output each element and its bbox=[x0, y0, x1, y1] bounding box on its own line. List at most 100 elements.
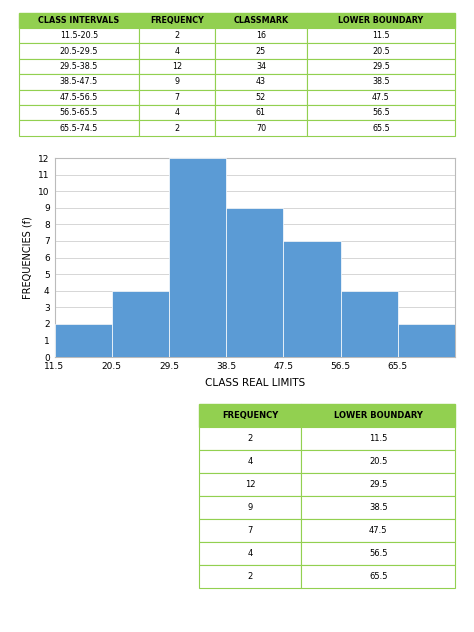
FancyBboxPatch shape bbox=[139, 105, 215, 121]
Bar bbox=[398, 324, 455, 357]
Text: 47.5: 47.5 bbox=[372, 93, 390, 102]
FancyBboxPatch shape bbox=[199, 542, 301, 565]
FancyBboxPatch shape bbox=[199, 565, 301, 588]
Text: 12: 12 bbox=[245, 480, 255, 489]
FancyBboxPatch shape bbox=[215, 105, 307, 121]
FancyBboxPatch shape bbox=[301, 542, 455, 565]
Text: 52: 52 bbox=[256, 93, 266, 102]
Text: 29.5: 29.5 bbox=[369, 480, 387, 489]
FancyBboxPatch shape bbox=[301, 404, 455, 427]
FancyBboxPatch shape bbox=[19, 59, 139, 75]
FancyBboxPatch shape bbox=[139, 90, 215, 105]
FancyBboxPatch shape bbox=[199, 404, 301, 427]
FancyBboxPatch shape bbox=[199, 519, 301, 542]
Text: 20.5: 20.5 bbox=[372, 47, 390, 56]
FancyBboxPatch shape bbox=[307, 105, 455, 121]
Bar bbox=[169, 158, 226, 357]
Text: 11.5-20.5: 11.5-20.5 bbox=[60, 31, 98, 40]
Text: 34: 34 bbox=[256, 62, 266, 71]
Text: 12: 12 bbox=[172, 62, 182, 71]
Text: 4: 4 bbox=[174, 108, 180, 118]
Text: 2: 2 bbox=[247, 572, 253, 581]
Text: 7: 7 bbox=[174, 93, 180, 102]
Text: LOWER BOUNDARY: LOWER BOUNDARY bbox=[334, 411, 423, 420]
FancyBboxPatch shape bbox=[139, 121, 215, 136]
Bar bbox=[55, 324, 112, 357]
FancyBboxPatch shape bbox=[307, 13, 455, 28]
Text: 65.5: 65.5 bbox=[372, 124, 390, 133]
Text: 65.5-74.5: 65.5-74.5 bbox=[60, 124, 98, 133]
Text: 29.5: 29.5 bbox=[372, 62, 390, 71]
FancyBboxPatch shape bbox=[301, 496, 455, 519]
Text: 47.5: 47.5 bbox=[369, 526, 388, 535]
X-axis label: CLASS REAL LIMITS: CLASS REAL LIMITS bbox=[205, 378, 305, 388]
Text: 16: 16 bbox=[256, 31, 266, 40]
FancyBboxPatch shape bbox=[139, 13, 215, 28]
FancyBboxPatch shape bbox=[19, 44, 139, 59]
Text: 9: 9 bbox=[247, 503, 253, 512]
FancyBboxPatch shape bbox=[139, 75, 215, 90]
FancyBboxPatch shape bbox=[301, 427, 455, 450]
FancyBboxPatch shape bbox=[139, 59, 215, 75]
Text: 20.5-29.5: 20.5-29.5 bbox=[60, 47, 98, 56]
Bar bbox=[112, 291, 169, 357]
FancyBboxPatch shape bbox=[307, 121, 455, 136]
FancyBboxPatch shape bbox=[19, 90, 139, 105]
Text: 11.5: 11.5 bbox=[372, 31, 390, 40]
Text: 4: 4 bbox=[247, 458, 253, 466]
FancyBboxPatch shape bbox=[199, 496, 301, 519]
Text: 4: 4 bbox=[247, 549, 253, 558]
Text: 4: 4 bbox=[174, 47, 180, 56]
FancyBboxPatch shape bbox=[215, 121, 307, 136]
FancyBboxPatch shape bbox=[307, 75, 455, 90]
FancyBboxPatch shape bbox=[215, 28, 307, 44]
Text: 29.5-38.5: 29.5-38.5 bbox=[60, 62, 98, 71]
Text: 56.5-65.5: 56.5-65.5 bbox=[60, 108, 98, 118]
FancyBboxPatch shape bbox=[199, 473, 301, 496]
FancyBboxPatch shape bbox=[199, 427, 301, 450]
FancyBboxPatch shape bbox=[215, 13, 307, 28]
Text: 25: 25 bbox=[256, 47, 266, 56]
Text: 56.5: 56.5 bbox=[369, 549, 388, 558]
Y-axis label: FREQUENCIES (f): FREQUENCIES (f) bbox=[23, 216, 33, 299]
Text: 2: 2 bbox=[174, 31, 180, 40]
Text: 56.5: 56.5 bbox=[372, 108, 390, 118]
FancyBboxPatch shape bbox=[19, 121, 139, 136]
Text: 65.5: 65.5 bbox=[369, 572, 388, 581]
FancyBboxPatch shape bbox=[307, 44, 455, 59]
Text: 9: 9 bbox=[174, 78, 180, 87]
Text: 20.5: 20.5 bbox=[369, 458, 387, 466]
Text: 47.5-56.5: 47.5-56.5 bbox=[60, 93, 98, 102]
Bar bbox=[226, 208, 283, 357]
FancyBboxPatch shape bbox=[301, 565, 455, 588]
Text: 7: 7 bbox=[247, 526, 253, 535]
FancyBboxPatch shape bbox=[215, 90, 307, 105]
Text: 38.5: 38.5 bbox=[369, 503, 388, 512]
FancyBboxPatch shape bbox=[215, 44, 307, 59]
FancyBboxPatch shape bbox=[215, 59, 307, 75]
Bar bbox=[341, 291, 398, 357]
FancyBboxPatch shape bbox=[215, 75, 307, 90]
Text: 2: 2 bbox=[247, 434, 253, 443]
FancyBboxPatch shape bbox=[199, 450, 301, 473]
FancyBboxPatch shape bbox=[301, 519, 455, 542]
Text: LOWER BOUNDARY: LOWER BOUNDARY bbox=[338, 16, 424, 25]
FancyBboxPatch shape bbox=[307, 59, 455, 75]
Text: FREQUENCY: FREQUENCY bbox=[222, 411, 278, 420]
FancyBboxPatch shape bbox=[301, 473, 455, 496]
Text: 11.5: 11.5 bbox=[369, 434, 387, 443]
Text: 70: 70 bbox=[256, 124, 266, 133]
Text: FREQUENCY: FREQUENCY bbox=[150, 16, 204, 25]
Text: 43: 43 bbox=[256, 78, 266, 87]
FancyBboxPatch shape bbox=[19, 28, 139, 44]
Text: 38.5-47.5: 38.5-47.5 bbox=[60, 78, 98, 87]
Text: 61: 61 bbox=[256, 108, 266, 118]
FancyBboxPatch shape bbox=[301, 450, 455, 473]
FancyBboxPatch shape bbox=[139, 44, 215, 59]
FancyBboxPatch shape bbox=[307, 28, 455, 44]
Text: 2: 2 bbox=[174, 124, 180, 133]
FancyBboxPatch shape bbox=[19, 105, 139, 121]
Text: 38.5: 38.5 bbox=[372, 78, 390, 87]
Text: CLASS INTERVALS: CLASS INTERVALS bbox=[38, 16, 119, 25]
FancyBboxPatch shape bbox=[19, 13, 139, 28]
